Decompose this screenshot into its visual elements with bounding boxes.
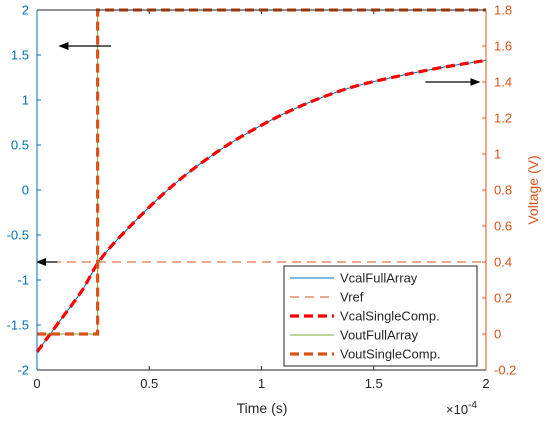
x-axis-label: Time (s) [237, 400, 288, 416]
y-left-tick-label: -0.5 [7, 228, 29, 243]
legend-box [283, 265, 478, 367]
legend-label: VcalFullArray [340, 271, 418, 286]
legend-label: Vref [340, 290, 364, 305]
y-right-tick-label: 0 [494, 327, 501, 342]
y-left-tick-label: 0.5 [11, 138, 29, 153]
y-left-tick-label: 1.5 [11, 48, 29, 63]
x-axis-exponent-base: ×10 [446, 402, 468, 417]
legend-label: VcalSingleComp. [340, 309, 440, 324]
x-axis-exponent-power: -4 [468, 400, 477, 411]
x-tick-label: 2 [482, 376, 489, 391]
y-right-tick-label: 0.4 [494, 255, 512, 270]
y-right-tick-label: 0.6 [494, 219, 512, 234]
y-left-tick-label: 0 [22, 183, 29, 198]
annotation-arrows [36, 42, 481, 266]
legend: VcalFullArray Vref VcalSingleComp. VoutFull… [283, 265, 478, 367]
y-left-tick-label: 2 [22, 3, 29, 18]
axes-frame [36, 9, 487, 371]
x-tick-label: 1 [258, 376, 265, 391]
y-right-tick-label: -0.2 [494, 363, 516, 378]
y-left-tick-label: -1 [17, 273, 29, 288]
axis-ticks: 0 0.5 1 1.5 2 -2 -1.5 -1 -0.5 0 0.5 1 1.5 2 -0.2 0 0.2 0.… [7, 3, 517, 392]
y-right-tick-label: 0.8 [494, 183, 512, 198]
x-tick-label: 1.5 [365, 376, 383, 391]
y-axis-right-label: Voltage (V) [525, 155, 541, 224]
x-axis-exponent: ×10-4 [446, 400, 477, 417]
legend-label: VoutSingleComp. [340, 347, 440, 362]
y-right-tick-label: 1.8 [494, 3, 512, 18]
y-left-tick-label: 1 [22, 93, 29, 108]
y-right-tick-label: 0.2 [494, 291, 512, 306]
legend-label: VoutFullArray [340, 328, 419, 343]
y-right-tick-label: 1.6 [494, 39, 512, 54]
x-tick-label: 0.5 [140, 376, 158, 391]
y-right-tick-label: 1.2 [494, 111, 512, 126]
y-right-tick-label: 1.4 [494, 75, 512, 90]
series-line-vcalsinglecomp- [35, 58, 487, 353]
x-tick-label: 0 [33, 376, 40, 391]
y-left-tick-label: -2 [17, 363, 29, 378]
y-left-tick-label: -1.5 [7, 318, 29, 333]
y-right-tick-label: 1 [494, 147, 501, 162]
